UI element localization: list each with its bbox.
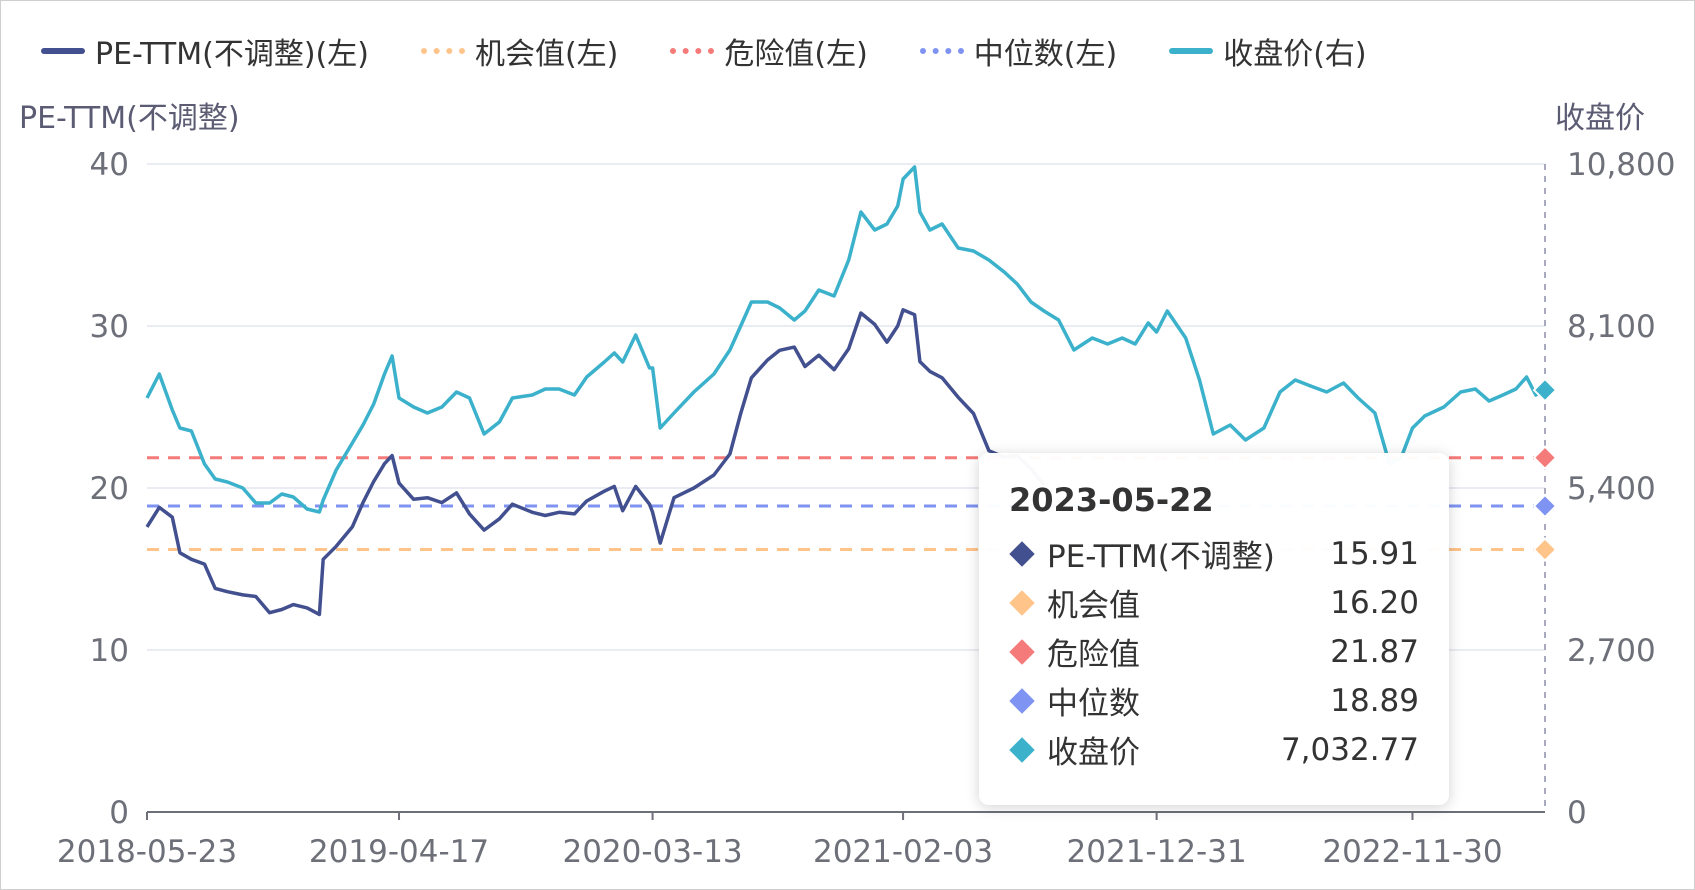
y-left-tick-label: 0 [109, 795, 129, 831]
close-price-line [145, 165, 1546, 514]
y-left-tick-label: 40 [90, 147, 129, 183]
legend-item-close[interactable]: 收盘价(右) [1169, 29, 1367, 73]
tooltip-date: 2023-05-22 [1009, 481, 1214, 519]
y-right-tick-label: 2,700 [1567, 633, 1656, 669]
x-tick-label: 2021-02-03 [813, 834, 993, 870]
legend-item-danger[interactable]: 危险值(左) [670, 29, 868, 73]
x-tick-label: 2020-03-13 [562, 834, 742, 870]
x-tick-label: 2022-11-30 [1322, 834, 1502, 870]
y-left-tick-label: 30 [90, 309, 129, 345]
x-tick-label: 2019-04-17 [309, 834, 489, 870]
pe-ttm-line [145, 308, 1046, 617]
chart-tooltip: 2023-05-22 PE-TTM(不调整) 15.91 机会值 16.20 危… [979, 453, 1449, 805]
legend-label-danger: 危险值(左) [724, 37, 868, 72]
tooltip-label: 中位数 [1047, 686, 1140, 722]
tooltip-row-pe: PE-TTM(不调整) 15.91 [1009, 529, 1419, 578]
y-left-tick-label: 10 [90, 633, 129, 669]
x-tick-label: 2021-12-31 [1067, 834, 1247, 870]
legend-item-opportunity[interactable]: 机会值(左) [420, 29, 619, 73]
tooltip-row-danger: 危险值 21.87 [1009, 627, 1419, 676]
y-right-tick-label: 5,400 [1567, 471, 1656, 507]
hover-point-marker [1532, 445, 1558, 471]
tooltip-value: 15.91 [1330, 535, 1419, 572]
tooltip-value: 16.20 [1330, 584, 1419, 621]
legend-swatch-danger [670, 48, 715, 54]
tooltip-row-opportunity: 机会值 16.20 [1009, 578, 1419, 627]
tooltip-value: 7,032.77 [1280, 731, 1419, 768]
diamond-icon [1009, 540, 1035, 567]
chart-legend: PE-TTM(不调整)(左) 机会值(左) 危险值(左) 中位数(左) 收盘价(… [41, 29, 1419, 73]
hover-point-marker [1532, 537, 1558, 562]
legend-label-close: 收盘价(右) [1223, 37, 1367, 72]
legend-swatch-close [1169, 48, 1214, 54]
legend-swatch-opportunity [420, 48, 465, 54]
tooltip-label: 机会值 [1047, 588, 1140, 624]
legend-swatch-pe [41, 48, 85, 54]
tooltip-label: 收盘价 [1047, 735, 1140, 771]
diamond-icon [1009, 687, 1035, 714]
tooltip-label: PE-TTM(不调整) [1047, 539, 1275, 575]
hover-point-marker [1532, 493, 1558, 519]
right-axis-title: 收盘价 [1555, 101, 1645, 136]
tooltip-row-close: 收盘价 7,032.77 [1009, 725, 1419, 774]
legend-label-median: 中位数(左) [973, 37, 1118, 72]
legend-item-pe[interactable]: PE-TTM(不调整)(左) [41, 29, 369, 73]
hover-point-marker [1532, 377, 1558, 403]
x-tick-label: 2018-05-23 [57, 834, 237, 870]
legend-swatch-median [919, 48, 964, 54]
legend-item-median[interactable]: 中位数(左) [919, 29, 1118, 73]
y-left-tick-label: 20 [90, 471, 129, 507]
tooltip-row-median: 中位数 18.89 [1009, 676, 1419, 725]
tooltip-value: 18.89 [1330, 682, 1419, 719]
diamond-icon [1009, 589, 1035, 616]
y-right-tick-label: 10,800 [1567, 147, 1675, 183]
legend-label-pe: PE-TTM(不调整)(左) [95, 37, 369, 72]
diamond-icon [1009, 638, 1035, 665]
left-axis-title: PE-TTM(不调整) [19, 101, 240, 136]
tooltip-label: 危险值 [1047, 637, 1140, 673]
legend-label-opportunity: 机会值(左) [474, 37, 619, 72]
y-right-tick-label: 8,100 [1567, 309, 1656, 345]
y-right-tick-label: 0 [1567, 795, 1587, 831]
diamond-icon [1009, 736, 1035, 763]
tooltip-value: 21.87 [1330, 633, 1419, 670]
